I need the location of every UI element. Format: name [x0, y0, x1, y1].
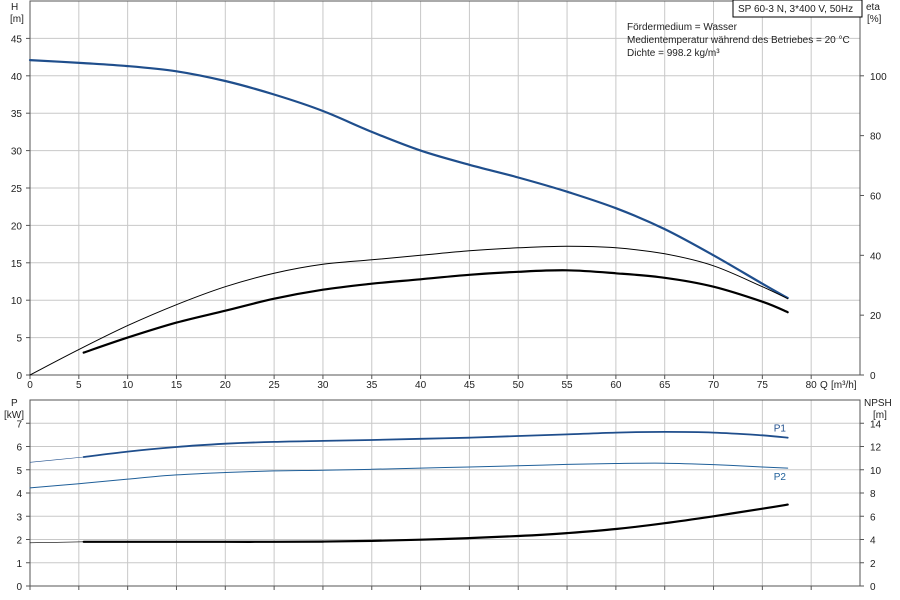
left-tick-label: 5: [16, 334, 22, 345]
right-tick-label: 100: [870, 72, 887, 83]
left-tick-label: 0: [16, 371, 22, 382]
x-tick-label: 40: [415, 380, 427, 391]
series-line-1-2: [29, 462, 789, 489]
x-tick-label: 20: [220, 380, 232, 391]
series-label-p1: P1: [774, 424, 787, 435]
x-tick-label: 15: [171, 380, 183, 391]
series-line-1-1: [29, 456, 84, 463]
right-tick-label: 12: [870, 443, 882, 454]
right-axis-unit: [%]: [867, 14, 882, 25]
right-tick-label: 0: [870, 371, 876, 382]
left-tick-label: 4: [16, 489, 22, 500]
right-tick-label: 10: [870, 466, 882, 477]
series-line-1-3: [82, 503, 789, 543]
x-axis-label: Q: [820, 380, 828, 391]
right-tick-label: 6: [870, 512, 876, 523]
info-line-density: Dichte = 998.2 kg/m³: [627, 48, 720, 59]
right-tick-label: 20: [870, 311, 882, 322]
left-tick-label: 10: [11, 296, 23, 307]
left-tick-label: 35: [11, 109, 23, 120]
right-axis-label: eta: [866, 2, 880, 13]
right-tick-label: 40: [870, 251, 882, 262]
x-tick-label: 30: [317, 380, 329, 391]
left-tick-label: 15: [11, 259, 23, 270]
right-axis-unit: [m]: [873, 410, 887, 421]
right-tick-label: 4: [870, 536, 876, 547]
x-tick-label: 5: [76, 380, 82, 391]
x-tick-label: 0: [27, 380, 33, 391]
left-tick-label: 0: [16, 582, 22, 593]
left-tick-label: 2: [16, 536, 22, 547]
left-tick-label: 40: [11, 72, 23, 83]
info-line-temperature: Medientemperatur während des Betriebes =…: [627, 35, 850, 46]
right-tick-label: 80: [870, 132, 882, 143]
series-line-0-2: [82, 269, 789, 354]
right-tick-label: 8: [870, 489, 876, 500]
x-tick-label: 80: [806, 380, 818, 391]
left-tick-label: 20: [11, 221, 23, 232]
x-axis-unit: [m³/h]: [831, 380, 857, 391]
x-tick-label: 45: [464, 380, 476, 391]
left-tick-label: 5: [16, 466, 22, 477]
left-tick-label: 30: [11, 147, 23, 158]
title-box: [732, 0, 863, 18]
left-axis-unit: [m]: [10, 14, 24, 25]
right-tick-label: 60: [870, 191, 882, 202]
left-axis-label: P: [11, 398, 18, 409]
series-line-0-0: [28, 59, 789, 300]
left-axis-unit: [kW]: [4, 410, 24, 421]
right-tick-label: 14: [870, 419, 882, 430]
left-tick-label: 6: [16, 443, 22, 454]
right-tick-label: 2: [870, 559, 876, 570]
info-overlay: SP 60-3 N, 3*400 V, 50Hz Fördermedium = …: [627, 0, 863, 59]
head-efficiency-panel: 0 5 10 15 20 25 30 35 40 45 0 20 40 60 80 100 0 5 10 15 20 25…: [10, 0, 887, 391]
series-line-1-0: [82, 430, 789, 458]
right-axis-label: NPSH: [864, 398, 892, 409]
info-line-medium: Fördermedium = Wasser: [627, 22, 738, 33]
x-tick-label: 65: [659, 380, 671, 391]
x-tick-label: 70: [708, 380, 720, 391]
left-tick-label: 45: [11, 34, 23, 45]
x-tick-label: 50: [513, 380, 525, 391]
left-axis-label: H: [11, 2, 18, 13]
x-tick-label: 60: [610, 380, 622, 391]
series-line-1-4: [29, 541, 84, 544]
x-tick-label: 35: [366, 380, 378, 391]
pump-title: SP 60-3 N, 3*400 V, 50Hz: [738, 4, 853, 15]
x-tick-label: 25: [269, 380, 281, 391]
x-tick-label: 55: [561, 380, 573, 391]
left-tick-label: 25: [11, 184, 23, 195]
series-label-p2: P2: [774, 472, 787, 483]
right-tick-label: 0: [870, 582, 876, 593]
x-tick-label: 10: [122, 380, 134, 391]
series-line-0-1: [29, 245, 789, 376]
x-tick-label: 75: [757, 380, 769, 391]
left-tick-label: 1: [16, 559, 22, 570]
left-tick-label: 3: [16, 512, 22, 523]
left-tick-label: 7: [16, 419, 22, 430]
